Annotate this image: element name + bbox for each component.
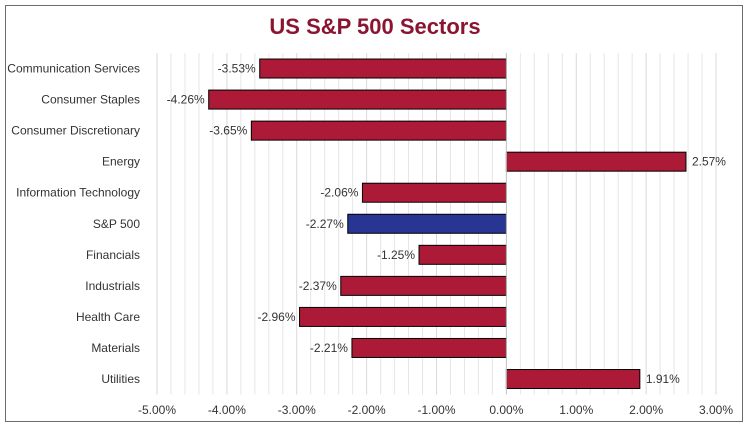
category-label: Materials: [91, 341, 140, 355]
bar-financials: [418, 244, 507, 265]
bar-communication-services: [259, 58, 507, 79]
data-label: -2.27%: [306, 217, 344, 231]
category-label: Communication Services: [7, 62, 140, 76]
bar-industrials: [340, 275, 507, 296]
bar-consumer-discretionary: [250, 120, 507, 141]
data-label: -1.25%: [377, 248, 415, 262]
bar-materials: [351, 337, 507, 358]
x-tick-label: -4.00%: [208, 403, 246, 417]
data-label: -3.65%: [209, 124, 247, 138]
bar-information-technology: [361, 182, 507, 203]
x-tick-label: 1.00%: [559, 403, 593, 417]
bar-health-care: [299, 306, 507, 327]
category-label: Industrials: [85, 279, 140, 293]
bar-utilities: [505, 369, 641, 390]
x-tick-label: 3.00%: [699, 403, 733, 417]
x-tick-label: -1.00%: [417, 403, 455, 417]
bar-s-p-500: [347, 213, 507, 234]
category-label: Financials: [86, 248, 140, 262]
bar-consumer-staples: [208, 89, 507, 110]
data-label: -2.96%: [258, 310, 296, 324]
category-label: Consumer Discretionary: [11, 124, 140, 138]
x-tick-label: -3.00%: [278, 403, 316, 417]
x-tick-label: 2.00%: [629, 403, 663, 417]
category-label: Utilities: [101, 372, 140, 386]
category-label: Consumer Staples: [41, 93, 140, 107]
data-label: -2.21%: [310, 341, 348, 355]
bar-energy: [505, 151, 687, 172]
chart-title: US S&P 500 Sectors: [269, 14, 481, 39]
data-label: -3.53%: [218, 62, 256, 76]
category-label: Energy: [102, 155, 140, 169]
data-label: 2.57%: [692, 155, 726, 169]
x-tick-label: -5.00%: [138, 403, 176, 417]
data-label: 1.91%: [646, 372, 680, 386]
category-label: S&P 500: [93, 217, 140, 231]
data-label: -2.37%: [299, 279, 337, 293]
category-label: Information Technology: [16, 186, 140, 200]
category-label: Health Care: [76, 310, 140, 324]
data-label: -2.06%: [320, 186, 358, 200]
data-label: -4.26%: [167, 93, 205, 107]
x-tick-label: -2.00%: [348, 403, 386, 417]
x-tick-label: 0.00%: [489, 403, 523, 417]
